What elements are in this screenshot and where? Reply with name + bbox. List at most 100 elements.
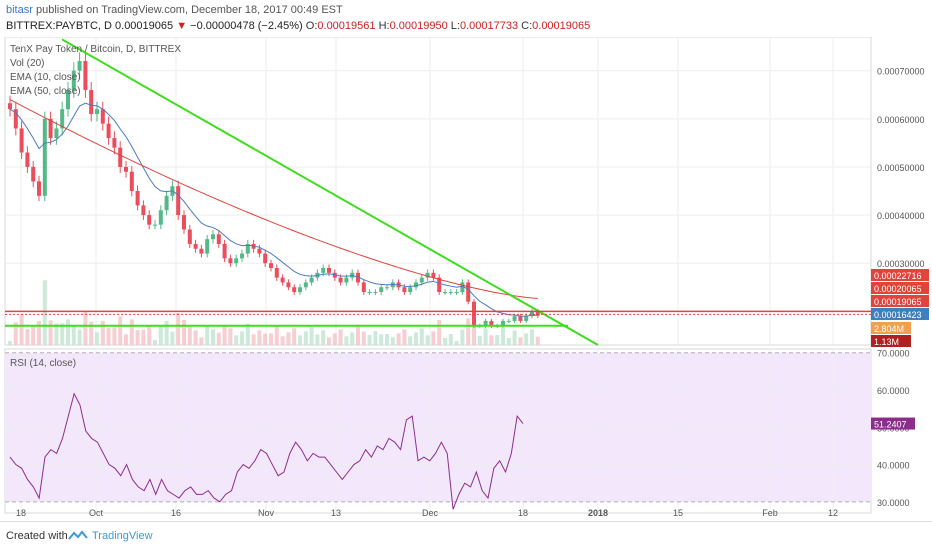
volume-bar (309, 327, 314, 345)
close-value: 0.00019065 (532, 20, 591, 32)
price-badge-label: 1.13M (874, 337, 899, 347)
candle-body (506, 320, 511, 322)
time-axis[interactable]: 18 Oct 16 Nov 13 Dec 18 2018 15 Feb 12 (16, 508, 838, 518)
volume-bar (367, 335, 372, 345)
time-tick-label: 16 (171, 508, 181, 518)
price-badge (871, 308, 929, 320)
volume-bar (483, 328, 488, 345)
volume-bar (460, 329, 465, 345)
volume-bar (124, 334, 128, 345)
candle-body (466, 282, 471, 302)
price-badge (871, 269, 929, 281)
chart-header: bitasr published on TradingView.com, Dec… (0, 0, 932, 38)
candle-body (535, 311, 540, 316)
volume-bar (153, 340, 157, 345)
candle-body (48, 118, 53, 139)
volume-bar (42, 280, 47, 345)
volume-bar (147, 325, 152, 345)
ema10-line (9, 102, 538, 317)
candle-body (112, 138, 117, 148)
candle-body (344, 277, 349, 283)
tradingview-link[interactable]: TradingView (92, 530, 153, 542)
candle-body (332, 272, 337, 278)
candle-body (425, 272, 430, 278)
legend-ema10: EMA (10, close) (10, 72, 81, 83)
candle-body (338, 277, 343, 283)
price-badge (871, 322, 911, 334)
volume-bar (466, 318, 471, 345)
volume-bar (506, 338, 511, 345)
candle-body (147, 215, 152, 225)
trendline[interactable] (61, 38, 599, 346)
rsi-grid (5, 349, 871, 513)
candle-body (182, 215, 186, 230)
volume-bar (321, 330, 326, 345)
candle-body (385, 287, 389, 289)
price-axis[interactable]: 0.00070000 0.00060000 0.00050000 0.00040000… (877, 67, 925, 270)
candle-body (431, 272, 436, 278)
volume-bar (501, 327, 505, 345)
candle-body (83, 61, 88, 90)
volume-bar (187, 327, 192, 345)
volume-bar (489, 335, 494, 345)
time-tick-label: 18 (16, 508, 26, 518)
publish-info: published on TradingView.com, December 1… (35, 4, 343, 16)
volume-bar (280, 336, 285, 345)
low-value: 0.00017733 (459, 20, 519, 32)
volume-bar (454, 341, 459, 345)
rsi-axis[interactable]: 70.000060.000050.000040.000030.000051.24… (871, 349, 915, 508)
low-label: L: (450, 20, 460, 32)
candle-body (454, 292, 459, 294)
candle-body (164, 195, 169, 211)
candle-body (245, 243, 250, 254)
candle-body (211, 234, 215, 240)
candle-body (100, 109, 105, 124)
candle-body (414, 282, 418, 288)
time-tick-label: Dec (422, 508, 439, 518)
high-label: H: (378, 20, 390, 32)
volume-bar (77, 329, 82, 345)
price-badge (871, 335, 911, 347)
price-badge-label: 0.00016423 (874, 310, 922, 320)
volume-bar (8, 341, 12, 345)
candle-body (141, 205, 146, 216)
price-pane[interactable] (4, 37, 872, 346)
candle-body (118, 147, 123, 167)
candle-body (135, 191, 140, 206)
volume-bar (141, 329, 146, 345)
volume-bar (448, 334, 453, 345)
volume-bar (83, 311, 88, 345)
volume-bar (48, 320, 53, 345)
price-tick-label: 0.00050000 (877, 163, 925, 173)
time-tick-label: 18 (518, 508, 528, 518)
volume-bar (251, 334, 256, 345)
publish-line: bitasr published on TradingView.com, Dec… (6, 4, 343, 16)
volume-bar (373, 331, 378, 345)
tradingview-logo-icon (68, 530, 88, 540)
candle-body (31, 166, 36, 182)
volume-bar (356, 324, 360, 345)
candle-body (448, 292, 453, 294)
candle-body (512, 316, 517, 321)
volume-bar (164, 321, 169, 345)
time-tick-label: 13 (331, 508, 341, 518)
candle-body (530, 311, 534, 317)
last-price: 0.00019065 (115, 20, 174, 32)
candle-body (77, 61, 82, 71)
volume-bar (129, 319, 134, 345)
volume-bar (245, 323, 250, 345)
rsi-tick-label: 30.0000 (877, 498, 910, 508)
candle-body (379, 287, 384, 293)
legend-ema50: EMA (50, close) (10, 86, 81, 97)
volume-bar (524, 333, 529, 345)
candle-body (216, 234, 221, 244)
candle-body (408, 287, 413, 293)
price-chart[interactable]: 0.00070000 0.00060000 0.00050000 0.00040000… (0, 37, 932, 521)
author-link[interactable]: bitasr (6, 4, 33, 16)
volume-bar (361, 331, 366, 345)
candle-body (286, 282, 291, 288)
volume-bar (222, 325, 227, 345)
volume-bar (182, 320, 186, 345)
candle-body (309, 277, 314, 283)
price-badge (871, 295, 929, 307)
